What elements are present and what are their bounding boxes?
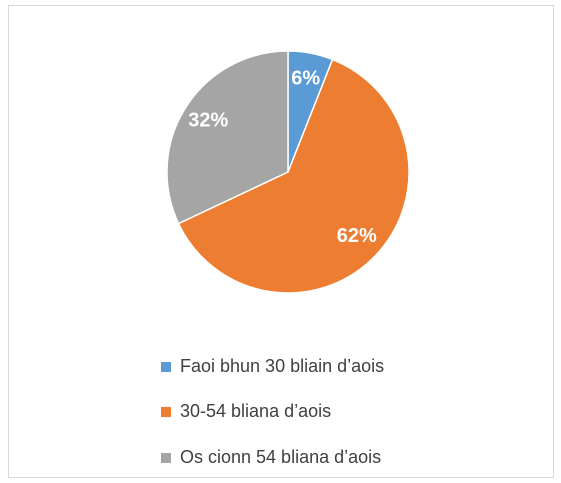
legend-label: 30-54 bliana d’aois [180,401,331,421]
pie-slice [177,58,410,294]
legend-swatch [161,453,171,463]
pie-slice [166,50,289,225]
legend-label: Faoi bhun 30 bliain d’aois [180,356,384,376]
legend-swatch [161,407,171,417]
legend-swatch [161,362,171,372]
value-label: 32% [188,110,228,132]
value-label: 62% [337,225,377,247]
value-label: 6% [291,68,320,90]
legend-label: Os cionn 54 bliana d’aois [180,447,381,467]
